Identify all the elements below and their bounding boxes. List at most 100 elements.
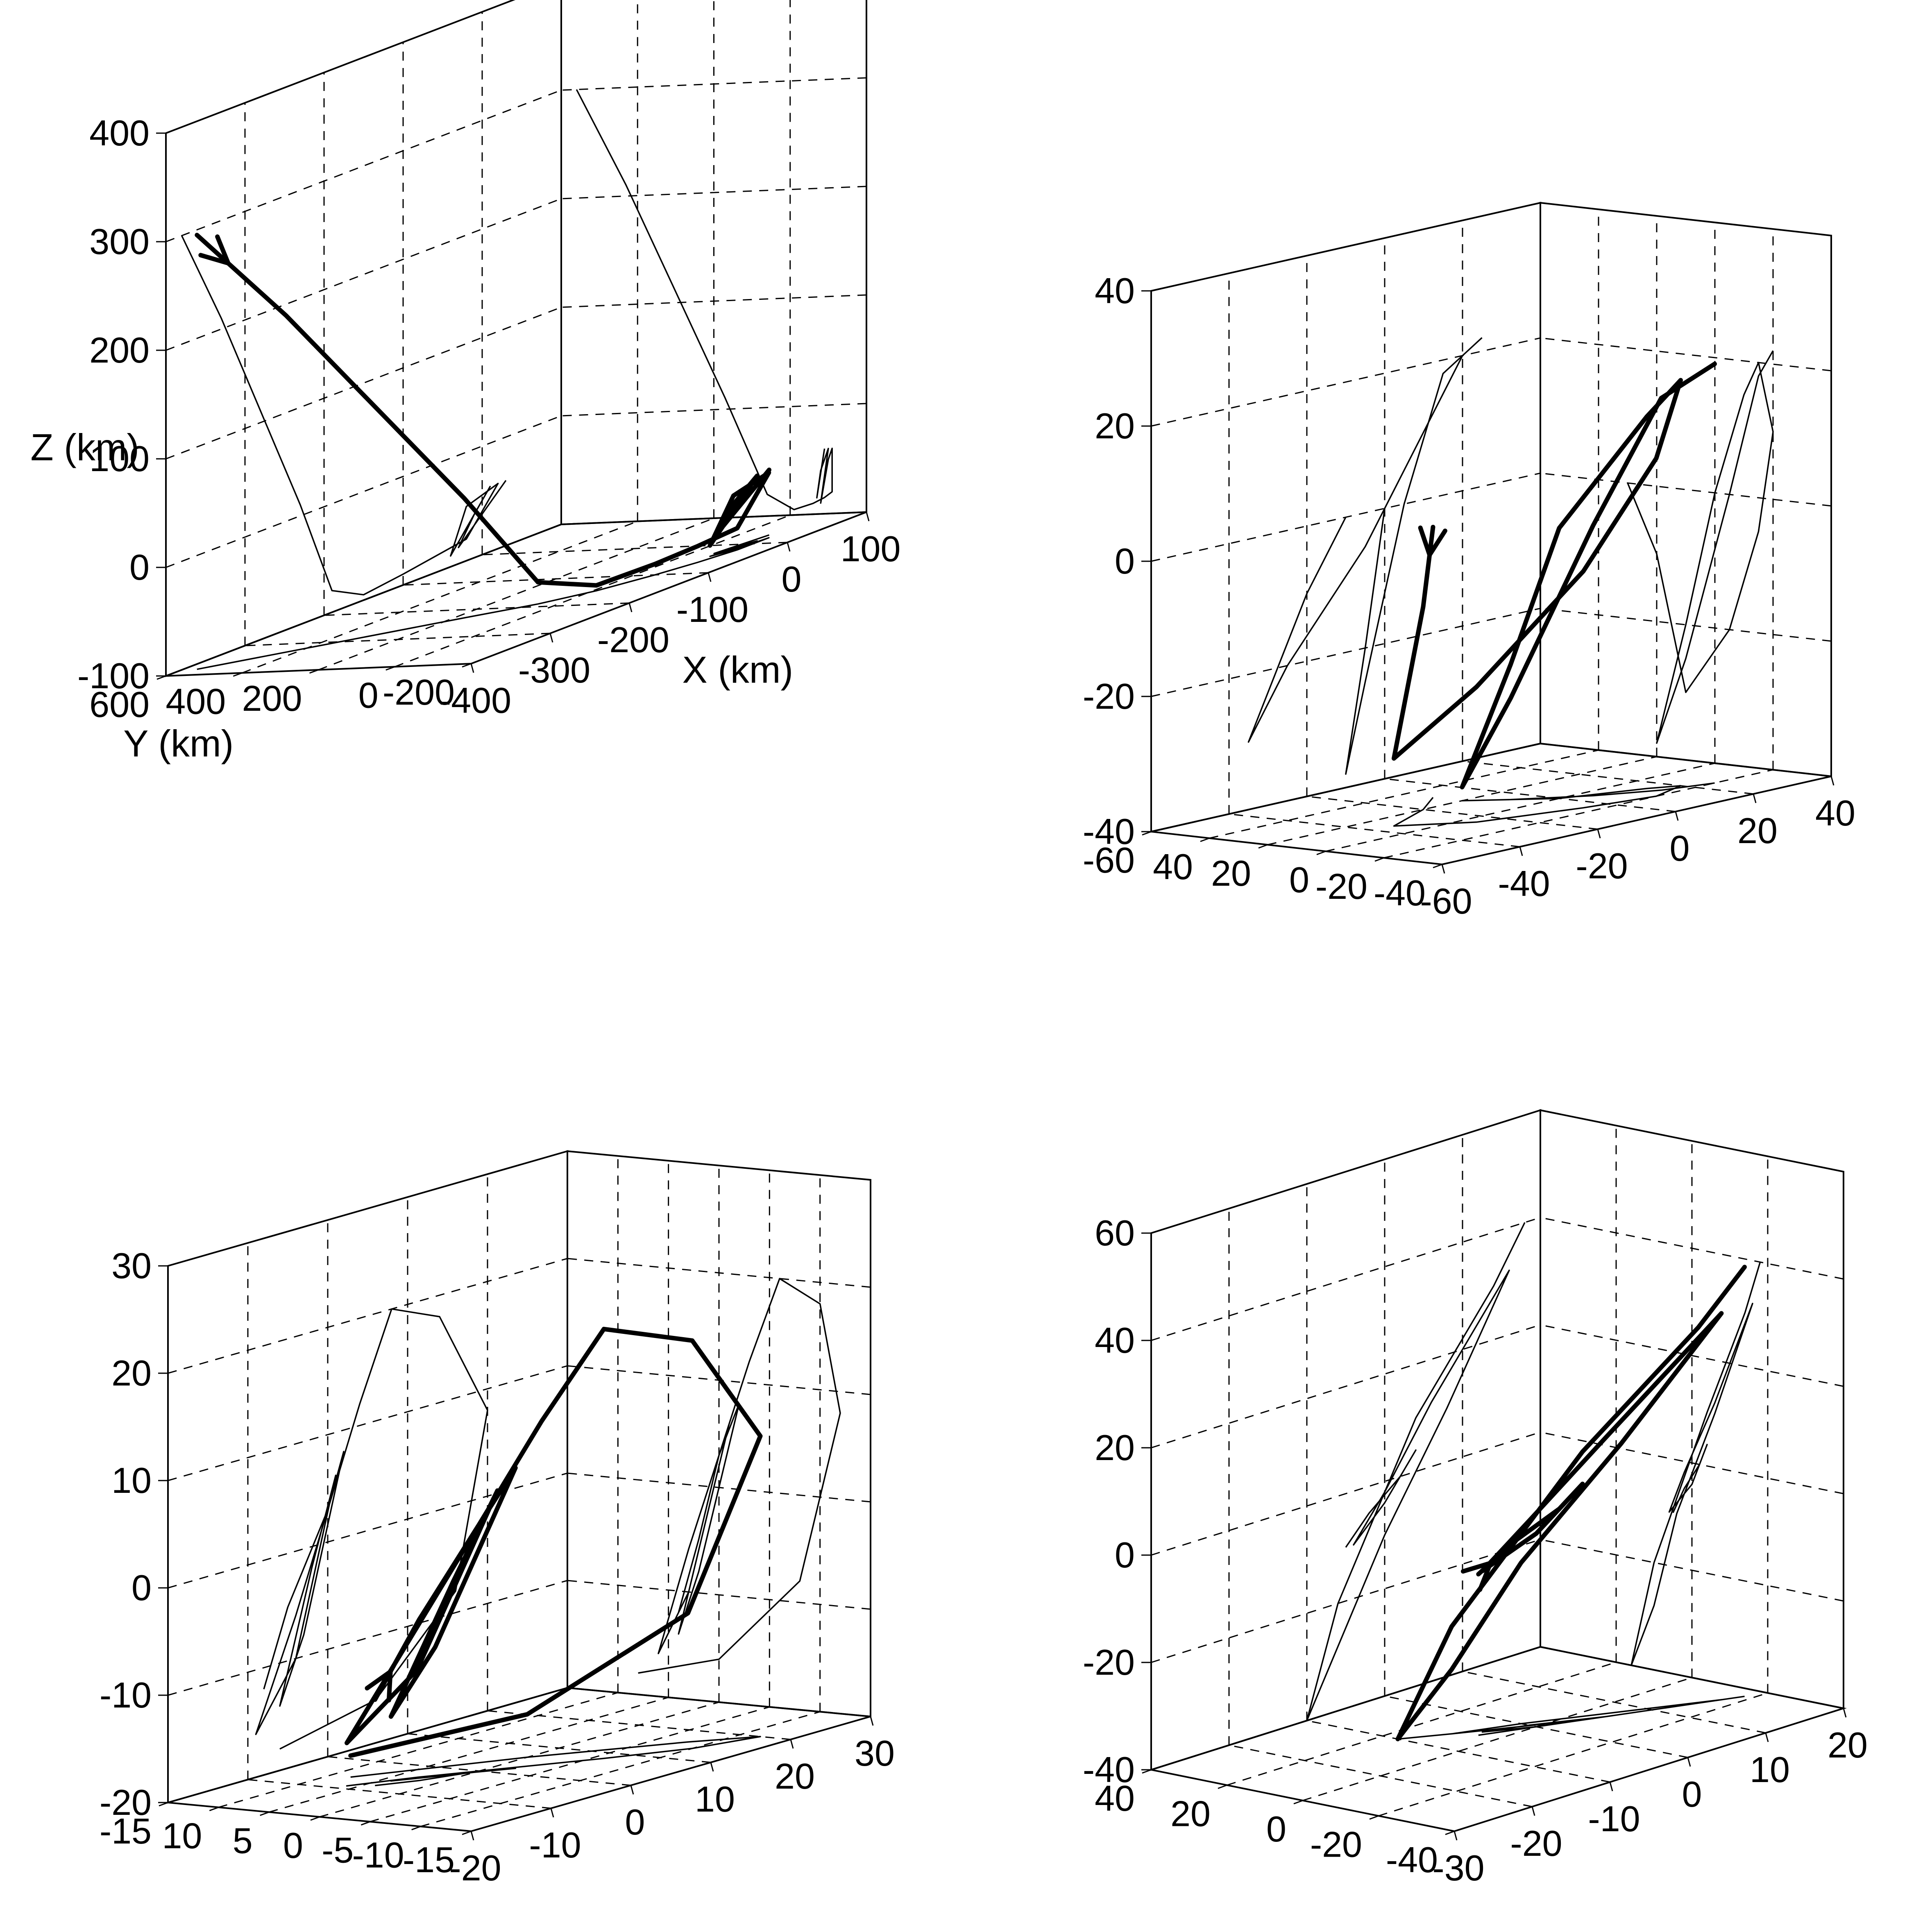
x-tick-label: 100: [841, 528, 901, 569]
x-tick-label: 0: [782, 559, 802, 599]
projection-back-wall: [181, 235, 507, 596]
y-tick-label: -10: [352, 1834, 404, 1875]
y-tick-mark: [361, 1821, 370, 1826]
z-tick-label: -10: [100, 1675, 152, 1715]
y-tick-label: -15: [403, 1839, 455, 1880]
grid-line-x-floor: [1306, 1720, 1610, 1783]
grid-line-z-back: [168, 1365, 568, 1481]
y-tick-label: 0: [1266, 1809, 1286, 1849]
z-tick-label: -20: [100, 1782, 152, 1823]
z-tick-label: 200: [89, 330, 150, 370]
back-wall-y: [165, 0, 562, 677]
x-tick-label: -20: [1576, 846, 1628, 886]
x-tick-label: -20: [449, 1848, 501, 1888]
grid-line-z-back: [1151, 337, 1541, 427]
x-tick-mark: [1531, 1806, 1535, 1816]
x-tick-label: -20: [1510, 1823, 1562, 1864]
y-tick-label: 5: [233, 1820, 253, 1861]
grid-line-z-back: [1151, 1217, 1541, 1341]
x-tick-mark: [707, 572, 712, 582]
x-tick-label: -60: [1420, 881, 1472, 921]
side-wall-x: [1540, 1109, 1844, 1710]
y-tick-mark: [1374, 857, 1384, 862]
y-tick-label: 20: [1211, 853, 1251, 893]
grid-line-x-floor: [1462, 1671, 1766, 1734]
x-tick-mark: [866, 512, 870, 522]
y-tick-mark: [233, 672, 243, 677]
projection-side-wall: [1630, 1262, 1761, 1666]
back-wall-y: [1150, 1109, 1541, 1771]
side-wall-x: [560, 0, 867, 526]
y-tick-label: -40: [1386, 1839, 1438, 1880]
x-tick-label: -200: [597, 619, 669, 660]
trajectory-line: [1395, 1265, 1747, 1742]
x-tick-label: -10: [529, 1825, 581, 1865]
y-tick-label: 600: [89, 684, 150, 725]
y-tick-label: 400: [166, 681, 226, 722]
z-tick-label: 0: [1115, 1535, 1135, 1575]
grid-line-z-side: [1540, 472, 1832, 507]
grid-line-y-floor: [218, 1692, 618, 1808]
x-tick-label: 0: [625, 1802, 645, 1842]
x-tick-mark: [549, 633, 553, 643]
projection-floor: [1393, 782, 1715, 827]
grid-line-y-floor: [420, 1711, 821, 1827]
x-tick-mark: [550, 1808, 554, 1818]
grid-line-z-side: [561, 403, 867, 417]
grid-line-z-back: [166, 415, 562, 568]
z-tick-label: 30: [111, 1245, 152, 1286]
y-tick-mark: [1293, 1800, 1303, 1805]
x-tick-label: 20: [1737, 810, 1778, 851]
grid-line-z-back: [166, 89, 562, 243]
grid-line-y-floor: [1378, 1692, 1768, 1816]
grid-line-z-side: [567, 1258, 871, 1288]
y-tick-label: 0: [1289, 859, 1309, 900]
x-tick-mark: [630, 1785, 634, 1795]
x-tick-mark: [1454, 1831, 1458, 1841]
y-tick-mark: [1218, 1785, 1227, 1789]
y-tick-label: 0: [283, 1825, 303, 1866]
grid-line-x-floor: [1229, 813, 1520, 848]
grid-line-z-back: [166, 306, 562, 460]
x-tick-label: -40: [1498, 863, 1550, 904]
trajectory-line: [1392, 361, 1717, 789]
grid-line-y-floor: [1227, 1662, 1617, 1786]
x-tick-label: 0: [1682, 1774, 1702, 1814]
z-tick-label: 40: [1095, 270, 1135, 311]
x-tick-label: -30: [1432, 1848, 1484, 1888]
y-tick-label: -20: [1315, 866, 1367, 907]
z-tick-label: -40: [1083, 1749, 1135, 1790]
grid-line-y-floor: [1302, 1677, 1692, 1801]
z-tick-label: 20: [1095, 406, 1135, 446]
x-tick-mark: [1609, 1782, 1613, 1791]
floor-plane: [168, 1687, 871, 1832]
grid-line-z-back: [168, 1258, 568, 1374]
start-arrow: [1418, 525, 1447, 558]
y-tick-label: -15: [100, 1811, 152, 1851]
grid-line-x-floor: [482, 542, 788, 556]
y-tick-mark: [310, 1816, 320, 1821]
y-tick-label: 20: [1170, 1794, 1211, 1834]
x-tick-label: 10: [695, 1779, 735, 1819]
grid-line-z-back: [168, 1580, 568, 1696]
grid-line-y-floor: [1325, 762, 1715, 852]
projection-side-wall: [576, 89, 833, 510]
z-tick-label: 0: [132, 1567, 152, 1608]
grid-line-z-back: [1151, 1324, 1541, 1449]
y-tick-label: 40: [1153, 846, 1193, 887]
side-wall-x: [1540, 202, 1832, 778]
x-tick-label: 30: [855, 1733, 895, 1773]
z-tick-label: -40: [1083, 811, 1135, 852]
grid-line-x-floor: [1229, 1744, 1533, 1807]
x-tick-mark: [870, 1716, 874, 1726]
grid-line-y-floor: [370, 1706, 770, 1823]
grid-line-x-floor: [1462, 760, 1754, 795]
y-tick-mark: [260, 1811, 270, 1816]
x-tick-label: 0: [1670, 828, 1690, 868]
grid-line-x-floor: [1306, 796, 1598, 830]
projection-floor: [1397, 1696, 1745, 1740]
z-axis-title: Z (km): [30, 427, 139, 469]
z-tick-label: 60: [1095, 1213, 1135, 1253]
